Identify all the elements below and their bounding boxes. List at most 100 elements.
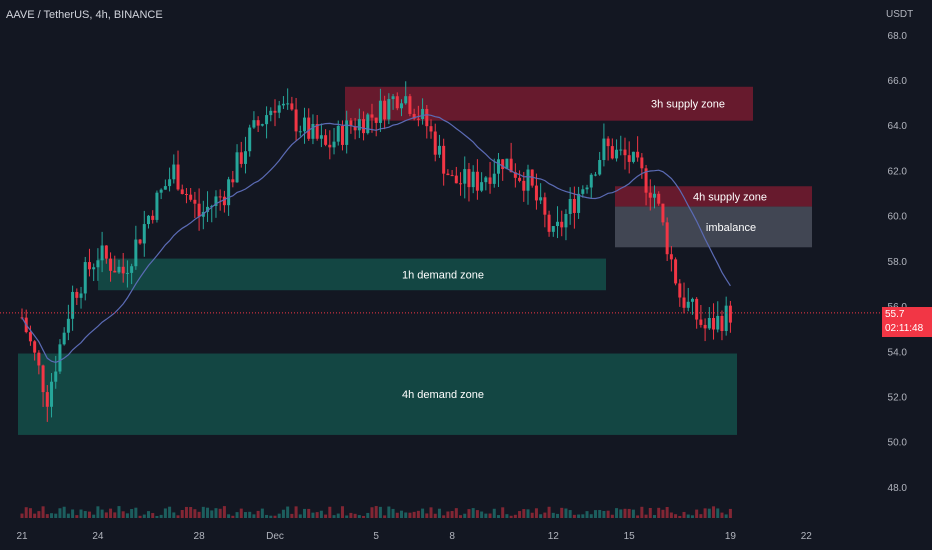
- volume-bar: [467, 509, 471, 518]
- zone-label: 4h demand zone: [402, 389, 484, 401]
- volume-bar: [475, 510, 479, 518]
- candle-body: [433, 131, 437, 155]
- candle-body: [412, 113, 416, 119]
- volume-bar: [374, 506, 378, 518]
- volume-bar: [560, 507, 564, 518]
- volume-bar: [147, 511, 150, 518]
- candle-body: [349, 120, 353, 127]
- candle-body: [627, 155, 631, 162]
- candle-body: [189, 194, 193, 200]
- candle-body: [560, 221, 564, 228]
- candle-body: [125, 272, 129, 274]
- x-tick-label: 8: [449, 531, 455, 542]
- volume-bar: [627, 508, 631, 518]
- volume-bar: [648, 507, 652, 518]
- volume-bar: [357, 515, 361, 518]
- candle-body: [589, 174, 593, 188]
- candle-body: [260, 124, 264, 126]
- candle-body: [556, 221, 560, 227]
- candle-body: [109, 258, 113, 271]
- volume-bar: [222, 506, 226, 518]
- candle-body: [159, 189, 163, 193]
- volume-bar: [159, 514, 163, 518]
- volume-bar: [539, 514, 543, 518]
- volume-bar: [568, 510, 572, 518]
- candle-body: [395, 96, 399, 109]
- volume-bar: [463, 513, 467, 518]
- volume-bar: [79, 509, 83, 518]
- candle-body: [644, 168, 648, 193]
- candle-body: [707, 318, 711, 329]
- volume-bar: [319, 510, 323, 518]
- moving-average-layer: [21, 114, 731, 364]
- candle-body: [501, 159, 505, 170]
- volume-bar: [661, 509, 665, 518]
- volume-bar: [142, 514, 146, 518]
- volume-bar: [724, 514, 728, 518]
- volume-bar: [669, 512, 673, 518]
- candle-body: [661, 203, 665, 223]
- volume-bar: [71, 509, 75, 518]
- volume-bar: [471, 508, 475, 518]
- volume-bar: [450, 511, 454, 518]
- candle-body: [526, 169, 530, 191]
- volume-bar: [526, 509, 530, 518]
- candle-body: [429, 126, 433, 132]
- candle-body: [353, 126, 357, 131]
- volume-bar: [615, 508, 619, 518]
- candle-body: [206, 206, 210, 212]
- x-tick-label: 19: [725, 531, 737, 542]
- candle-body: [281, 103, 285, 106]
- candle-body: [640, 157, 644, 169]
- volume-bar: [370, 507, 374, 518]
- y-tick-label: 54.0: [888, 347, 908, 358]
- candle-body: [657, 193, 661, 204]
- volume-bar: [598, 509, 602, 518]
- symbol-title[interactable]: AAVE / TetherUS, 4h, BINANCE: [6, 9, 163, 21]
- candle-body: [269, 110, 273, 116]
- volume-bar: [577, 514, 581, 518]
- volume-bar: [256, 510, 260, 518]
- volume-bar: [720, 512, 724, 518]
- volume-bar: [619, 509, 623, 518]
- candle-body: [728, 305, 732, 323]
- volume-bar: [349, 512, 353, 518]
- candle-body: [619, 149, 623, 151]
- candle-body: [690, 298, 694, 302]
- candle-body: [184, 194, 188, 196]
- last-price-value: 55.7: [885, 309, 905, 320]
- candle-body: [543, 197, 547, 215]
- candle-body: [307, 117, 311, 139]
- candle-body: [231, 179, 235, 183]
- y-tick-label: 62.0: [888, 166, 908, 177]
- candle-body: [585, 187, 589, 190]
- volume-bar: [303, 508, 307, 518]
- volume-bar: [707, 508, 711, 518]
- candle-body: [463, 169, 467, 184]
- y-tick-label: 68.0: [888, 31, 908, 42]
- volume-bar: [248, 511, 252, 518]
- candle-body: [294, 109, 298, 132]
- candle-body: [121, 266, 125, 274]
- candle-body: [551, 226, 555, 232]
- candle-body: [298, 131, 302, 133]
- volume-bar: [400, 510, 403, 518]
- zone-demand: [18, 353, 737, 435]
- volume-bar: [653, 515, 656, 518]
- candle-body: [602, 138, 606, 161]
- zone-supply: [615, 186, 812, 207]
- volume-bar: [484, 513, 488, 518]
- candle-body: [273, 110, 277, 113]
- volume-bar: [442, 515, 446, 518]
- volume-bar: [100, 509, 104, 518]
- volume-bar: [235, 512, 239, 518]
- candle-body: [163, 186, 167, 190]
- candle-body: [720, 315, 724, 332]
- volume-bar: [58, 508, 62, 518]
- volume-bar: [294, 506, 298, 518]
- volume-bar: [214, 508, 218, 518]
- candle-body: [653, 193, 656, 198]
- zone-labels-layer: 3h supply zone 4h supply zone imbalance 1h …: [402, 99, 767, 401]
- volume-bar: [260, 508, 264, 518]
